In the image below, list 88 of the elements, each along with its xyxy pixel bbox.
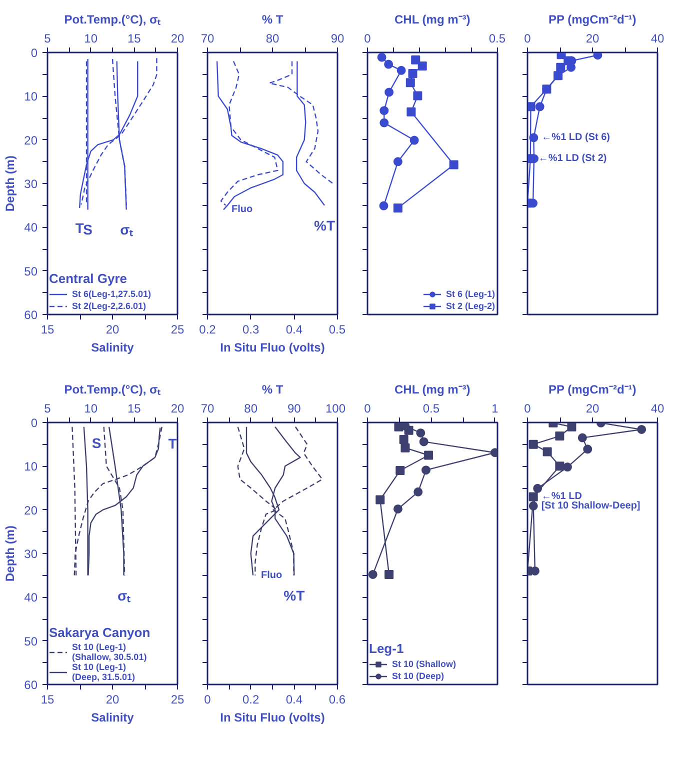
x2-tick-label: 80	[266, 32, 280, 46]
x-tick-label: 40	[650, 402, 664, 416]
annotation: S	[92, 434, 102, 451]
y-tick-label: 50	[24, 264, 38, 278]
x-tick-label: 25	[170, 322, 184, 336]
x2-axis-title: Pot.Temp.(°C), σₜ	[64, 382, 161, 396]
x-axis-title: PP (mgCm⁻²d⁻¹)	[548, 382, 636, 396]
x2-tick-label: 90	[287, 402, 302, 416]
y-tick-label: 60	[24, 678, 38, 692]
annotation: Fluo	[232, 204, 253, 216]
x2-axis-title: % T	[262, 12, 284, 26]
y-tick-label: 40	[24, 590, 38, 605]
x-tick-label: 0	[204, 692, 212, 706]
annotation: ←%1 LD (St 6)	[542, 132, 610, 144]
x-axis-title: CHL (mg m⁻³)	[394, 382, 470, 396]
x-tick-label: 0	[524, 402, 532, 416]
legend-label: St 2 (Leg-2)	[446, 300, 495, 312]
x-axis-title: In Situ Fluo (volts)	[220, 710, 325, 724]
x-tick-label: 20	[106, 322, 120, 336]
x-tick-label: 0.5	[328, 322, 346, 336]
legend-label: St 6 (Leg-1)	[446, 288, 495, 300]
x-tick-label: 0	[364, 32, 372, 46]
x-tick-label: 1	[492, 402, 499, 416]
x-axis-title: Salinity	[91, 710, 134, 724]
x2-tick-label: 10	[84, 402, 98, 416]
x2-axis-title: Pot.Temp.(°C), σₜ	[64, 12, 161, 26]
legend-label: St 10 (Leg-1) (Shallow, 30.5.01)	[72, 642, 147, 662]
annotation: ←%1 LD	[541, 491, 582, 502]
x-tick-label: 0.4	[286, 692, 303, 706]
x-tick-label: 0.6	[328, 692, 346, 706]
y-tick-label: 30	[24, 547, 38, 561]
y-tick-label: 60	[24, 308, 38, 322]
x-tick-label: 0.5	[422, 402, 440, 416]
annotation: ←%1 LD (St 2)	[538, 153, 607, 164]
x-tick-label: 15	[40, 692, 54, 706]
y-tick-label: 0	[30, 416, 38, 430]
x-axis-title: Salinity	[91, 340, 134, 354]
x-axis-title: PP (mgCm⁻²d⁻¹)	[548, 12, 636, 26]
annotation: T	[75, 220, 84, 236]
x-tick-label: 0.2	[199, 322, 216, 336]
x2-tick-label: 5	[44, 402, 52, 416]
legend-title: Sakarya Canyon	[49, 625, 150, 640]
annotation: σₜ	[118, 587, 132, 604]
x-tick-label: 15	[40, 322, 54, 336]
x2-axis-title: % T	[262, 382, 284, 396]
x-tick-label: 20	[586, 32, 600, 46]
x2-tick-label: 80	[244, 402, 258, 416]
legend-label: St 10 (Deep)	[392, 670, 444, 682]
x-tick-label: 0	[524, 32, 532, 46]
y-tick-label: 20	[24, 133, 38, 148]
annotation: %T	[284, 587, 306, 604]
legend-title: Central Gyre	[49, 271, 128, 286]
x2-tick-label: 70	[200, 32, 214, 46]
x-tick-label: 20	[106, 692, 120, 706]
y-tick-label: 30	[24, 177, 38, 191]
annotation: S	[83, 222, 92, 238]
x2-tick-label: 70	[200, 402, 214, 416]
y-tick-label: 0	[30, 46, 38, 60]
x2-tick-label: 100	[325, 402, 346, 416]
y-tick-label: 10	[24, 460, 38, 474]
legend-label: St 2(Leg-2,2.6.01)	[72, 300, 146, 312]
x-tick-label: 0.3	[242, 322, 260, 336]
y-tick-label: 50	[24, 634, 38, 648]
x-axis-title: In Situ Fluo (volts)	[220, 340, 325, 354]
x-tick-label: 0.5	[488, 32, 506, 46]
legend-label: St 6(Leg-1,27.5.01)	[72, 288, 152, 300]
annotation: σₜ	[120, 222, 134, 238]
annotation: %T	[314, 217, 336, 234]
legend-label: St 10 (Leg-1) (Deep, 31.5.01)	[72, 662, 136, 682]
x-tick-label: 0	[364, 402, 372, 416]
y-tick-label: 10	[24, 90, 38, 104]
legend-label: St 10 (Shallow)	[392, 658, 456, 670]
x-tick-label: 25	[170, 692, 184, 706]
y-axis-title: Depth (m)	[3, 155, 18, 212]
x2-tick-label: 5	[44, 32, 52, 46]
x2-tick-label: 90	[330, 32, 344, 46]
x-tick-label: 40	[650, 32, 664, 46]
legend-title: Leg-1	[369, 641, 405, 656]
x-tick-label: 0.2	[242, 692, 260, 706]
annotation: Fluo	[261, 570, 282, 581]
annotation: [St 10 Shallow-Deep]	[541, 500, 640, 512]
y-axis-title: Depth (m)	[3, 525, 18, 582]
x-tick-label: 20	[586, 402, 600, 416]
y-tick-label: 40	[24, 220, 38, 235]
x-axis-title: CHL (mg m⁻³)	[394, 12, 470, 26]
x-tick-label: 0.4	[286, 322, 303, 336]
y-tick-label: 20	[24, 503, 38, 518]
x2-tick-label: 10	[84, 32, 98, 46]
